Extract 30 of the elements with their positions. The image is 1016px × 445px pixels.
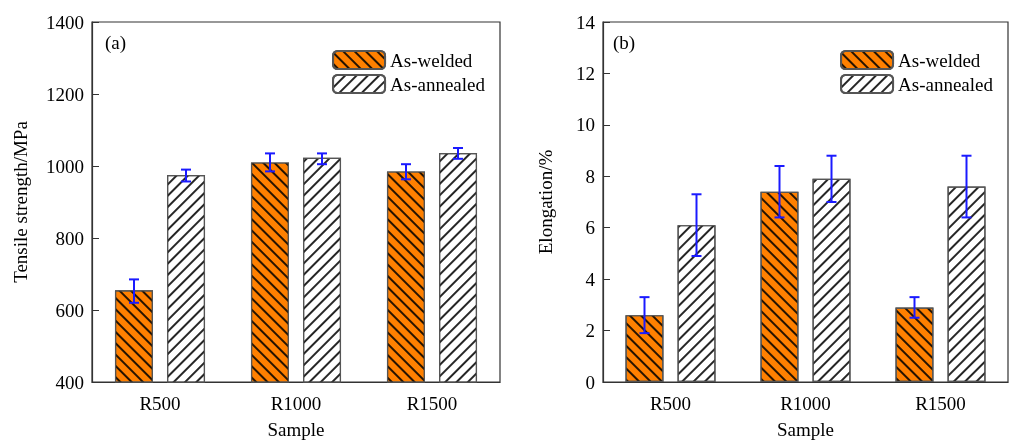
- legend-label: As-annealed: [390, 73, 486, 95]
- x-tick-label: R1000: [270, 393, 322, 414]
- y-tick-label: 12: [576, 62, 595, 84]
- legend-label: As-welded: [390, 49, 473, 71]
- y-axis-title: Elongation/%: [535, 149, 556, 255]
- x-tick-label: R1000: [780, 393, 831, 414]
- y-tick-label: 0: [585, 371, 595, 393]
- y-tick-label: 2: [585, 320, 595, 342]
- y-tick-label: 1200: [46, 83, 84, 105]
- legend-label: As-welded: [898, 49, 981, 71]
- y-tick-label: 400: [55, 371, 84, 393]
- y-tick-label: 10: [576, 114, 595, 136]
- x-tick-label: R500: [139, 393, 181, 414]
- y-tick-label: 1000: [46, 155, 84, 177]
- x-axis-title: Sample: [777, 419, 834, 440]
- y-tick-label: 800: [55, 227, 84, 249]
- legend-label: As-annealed: [898, 73, 994, 95]
- y-tick-label: 600: [55, 299, 84, 321]
- x-tick-label: R1500: [915, 393, 966, 414]
- x-tick-label: R1500: [406, 393, 458, 414]
- y-tick-label: 6: [585, 217, 595, 239]
- y-axis-title: Tensile strength/MPa: [10, 120, 31, 283]
- x-tick-label: R500: [649, 393, 692, 414]
- text: (b): [613, 32, 636, 54]
- y-tick-label: 8: [585, 165, 595, 187]
- y-tick-label: 4: [585, 268, 596, 290]
- text: (a): [105, 32, 127, 54]
- y-tick-label: 14: [576, 11, 596, 33]
- y-tick-label: 1400: [46, 11, 84, 33]
- x-axis-title: Sample: [267, 419, 325, 440]
